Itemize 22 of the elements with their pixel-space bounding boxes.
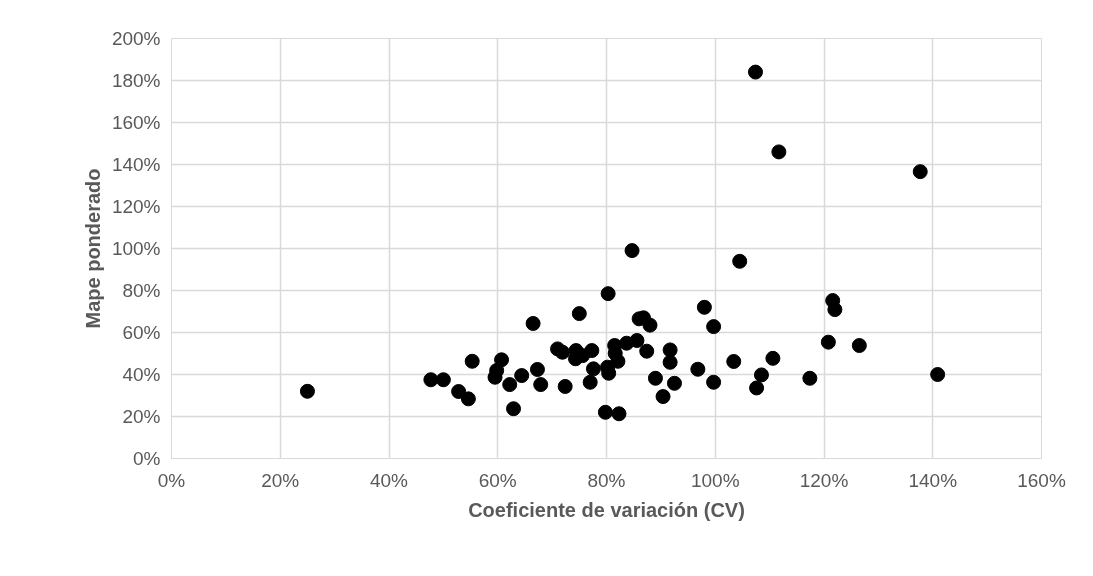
y-tick-label: 60% bbox=[122, 322, 161, 343]
x-tick-label: 40% bbox=[369, 469, 409, 491]
x-tick-label: 140% bbox=[908, 469, 958, 491]
y-tick-label: 100% bbox=[111, 238, 161, 259]
y-tick-label: 120% bbox=[111, 196, 161, 217]
y-tick-label: 40% bbox=[122, 364, 161, 385]
y-axis-title: Mape ponderado bbox=[81, 168, 104, 329]
x-tick-label: 80% bbox=[587, 469, 626, 491]
y-tick-label: 80% bbox=[122, 280, 161, 301]
y-tick-label: 20% bbox=[122, 406, 161, 427]
x-tick-label: 120% bbox=[799, 469, 849, 491]
y-tick-label: 200% bbox=[111, 28, 161, 49]
x-tick-label: 100% bbox=[690, 469, 740, 491]
x-axis-title: Coeficiente de variación (CV) bbox=[468, 498, 745, 521]
x-tick-label: 160% bbox=[1017, 469, 1066, 491]
x-tick-label: 60% bbox=[478, 469, 517, 491]
x-tick-label: 20% bbox=[261, 469, 300, 491]
y-tick-label: 140% bbox=[111, 154, 161, 175]
x-tick-label: 0% bbox=[157, 469, 186, 491]
y-tick-label: 160% bbox=[111, 112, 161, 133]
y-tick-label: 0% bbox=[133, 448, 161, 469]
y-tick-label: 180% bbox=[111, 70, 161, 91]
